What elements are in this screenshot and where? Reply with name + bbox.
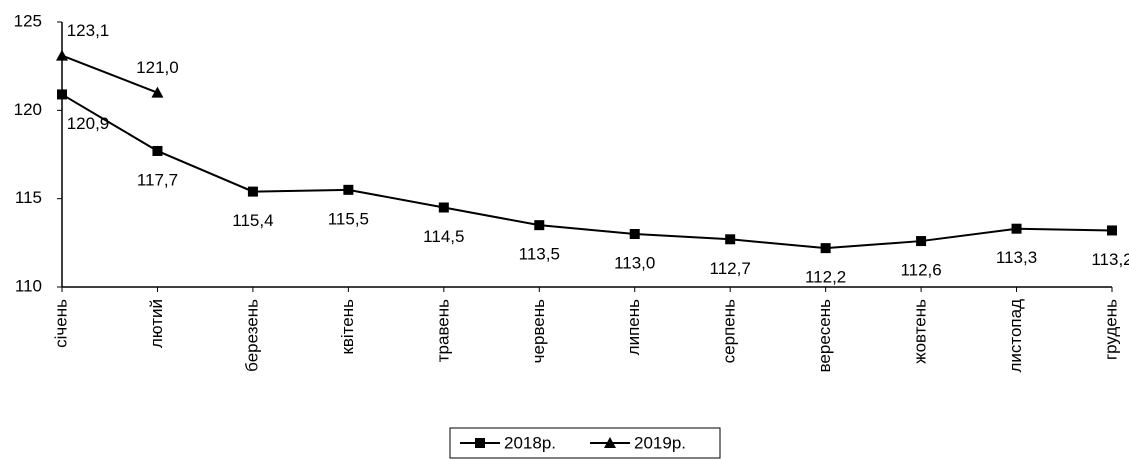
series-line bbox=[61, 54, 158, 94]
marker bbox=[343, 184, 354, 195]
x-tick-label: травень bbox=[433, 299, 452, 362]
y-tick-label: 120 bbox=[14, 100, 42, 119]
marker bbox=[57, 89, 67, 100]
x-tick-label: січень bbox=[51, 299, 70, 348]
marker bbox=[56, 49, 68, 61]
legend-marker bbox=[475, 438, 485, 448]
data-label: 113,5 bbox=[519, 245, 560, 264]
data-label: 112,2 bbox=[805, 268, 846, 287]
x-tick-label: квітень bbox=[338, 299, 357, 355]
y-tick-label: 110 bbox=[15, 276, 42, 295]
marker bbox=[916, 236, 927, 247]
marker bbox=[725, 234, 736, 245]
marker bbox=[820, 243, 831, 254]
x-tick-label: грудень bbox=[1101, 299, 1120, 360]
data-label: 112,7 bbox=[710, 259, 751, 278]
data-label: 113,3 bbox=[996, 248, 1037, 267]
x-tick-label: вересень bbox=[815, 299, 834, 373]
x-tick-label: листопад bbox=[1006, 299, 1025, 373]
marker bbox=[247, 186, 258, 197]
x-tick-label: березень bbox=[242, 299, 261, 372]
x-tick-label: червень bbox=[529, 299, 548, 363]
marker bbox=[151, 86, 164, 98]
data-label: 123,1 bbox=[67, 21, 110, 40]
legend: 2018р. 2019р. bbox=[449, 427, 721, 459]
data-label: 113,0 bbox=[614, 253, 655, 272]
data-label: 121,0 bbox=[136, 58, 179, 77]
marker bbox=[1011, 223, 1022, 234]
legend-marker bbox=[604, 437, 616, 448]
x-tick-label: липень bbox=[624, 299, 643, 355]
x-tick-label: серпень bbox=[720, 299, 739, 363]
marker bbox=[438, 202, 449, 213]
legend-label: 2019р. bbox=[634, 433, 686, 452]
data-label: 113,2 bbox=[1091, 250, 1129, 269]
data-label: 120,9 bbox=[67, 114, 110, 133]
y-tick-label: 115 bbox=[15, 188, 42, 207]
data-label: 114,5 bbox=[423, 227, 464, 246]
marker bbox=[1107, 225, 1117, 236]
y-tick-label: 125 bbox=[14, 11, 42, 30]
x-tick-label: лютий bbox=[147, 299, 166, 348]
data-label: 115,4 bbox=[232, 211, 273, 230]
data-label: 117,7 bbox=[137, 170, 178, 189]
marker bbox=[534, 220, 545, 231]
series-line bbox=[61, 93, 1113, 250]
marker bbox=[152, 145, 163, 156]
data-label: 115,5 bbox=[328, 209, 369, 228]
marker bbox=[629, 229, 640, 239]
data-label: 112,6 bbox=[900, 261, 941, 280]
legend-label: 2018р. bbox=[504, 433, 556, 452]
x-tick-label: жовтень bbox=[911, 299, 930, 364]
